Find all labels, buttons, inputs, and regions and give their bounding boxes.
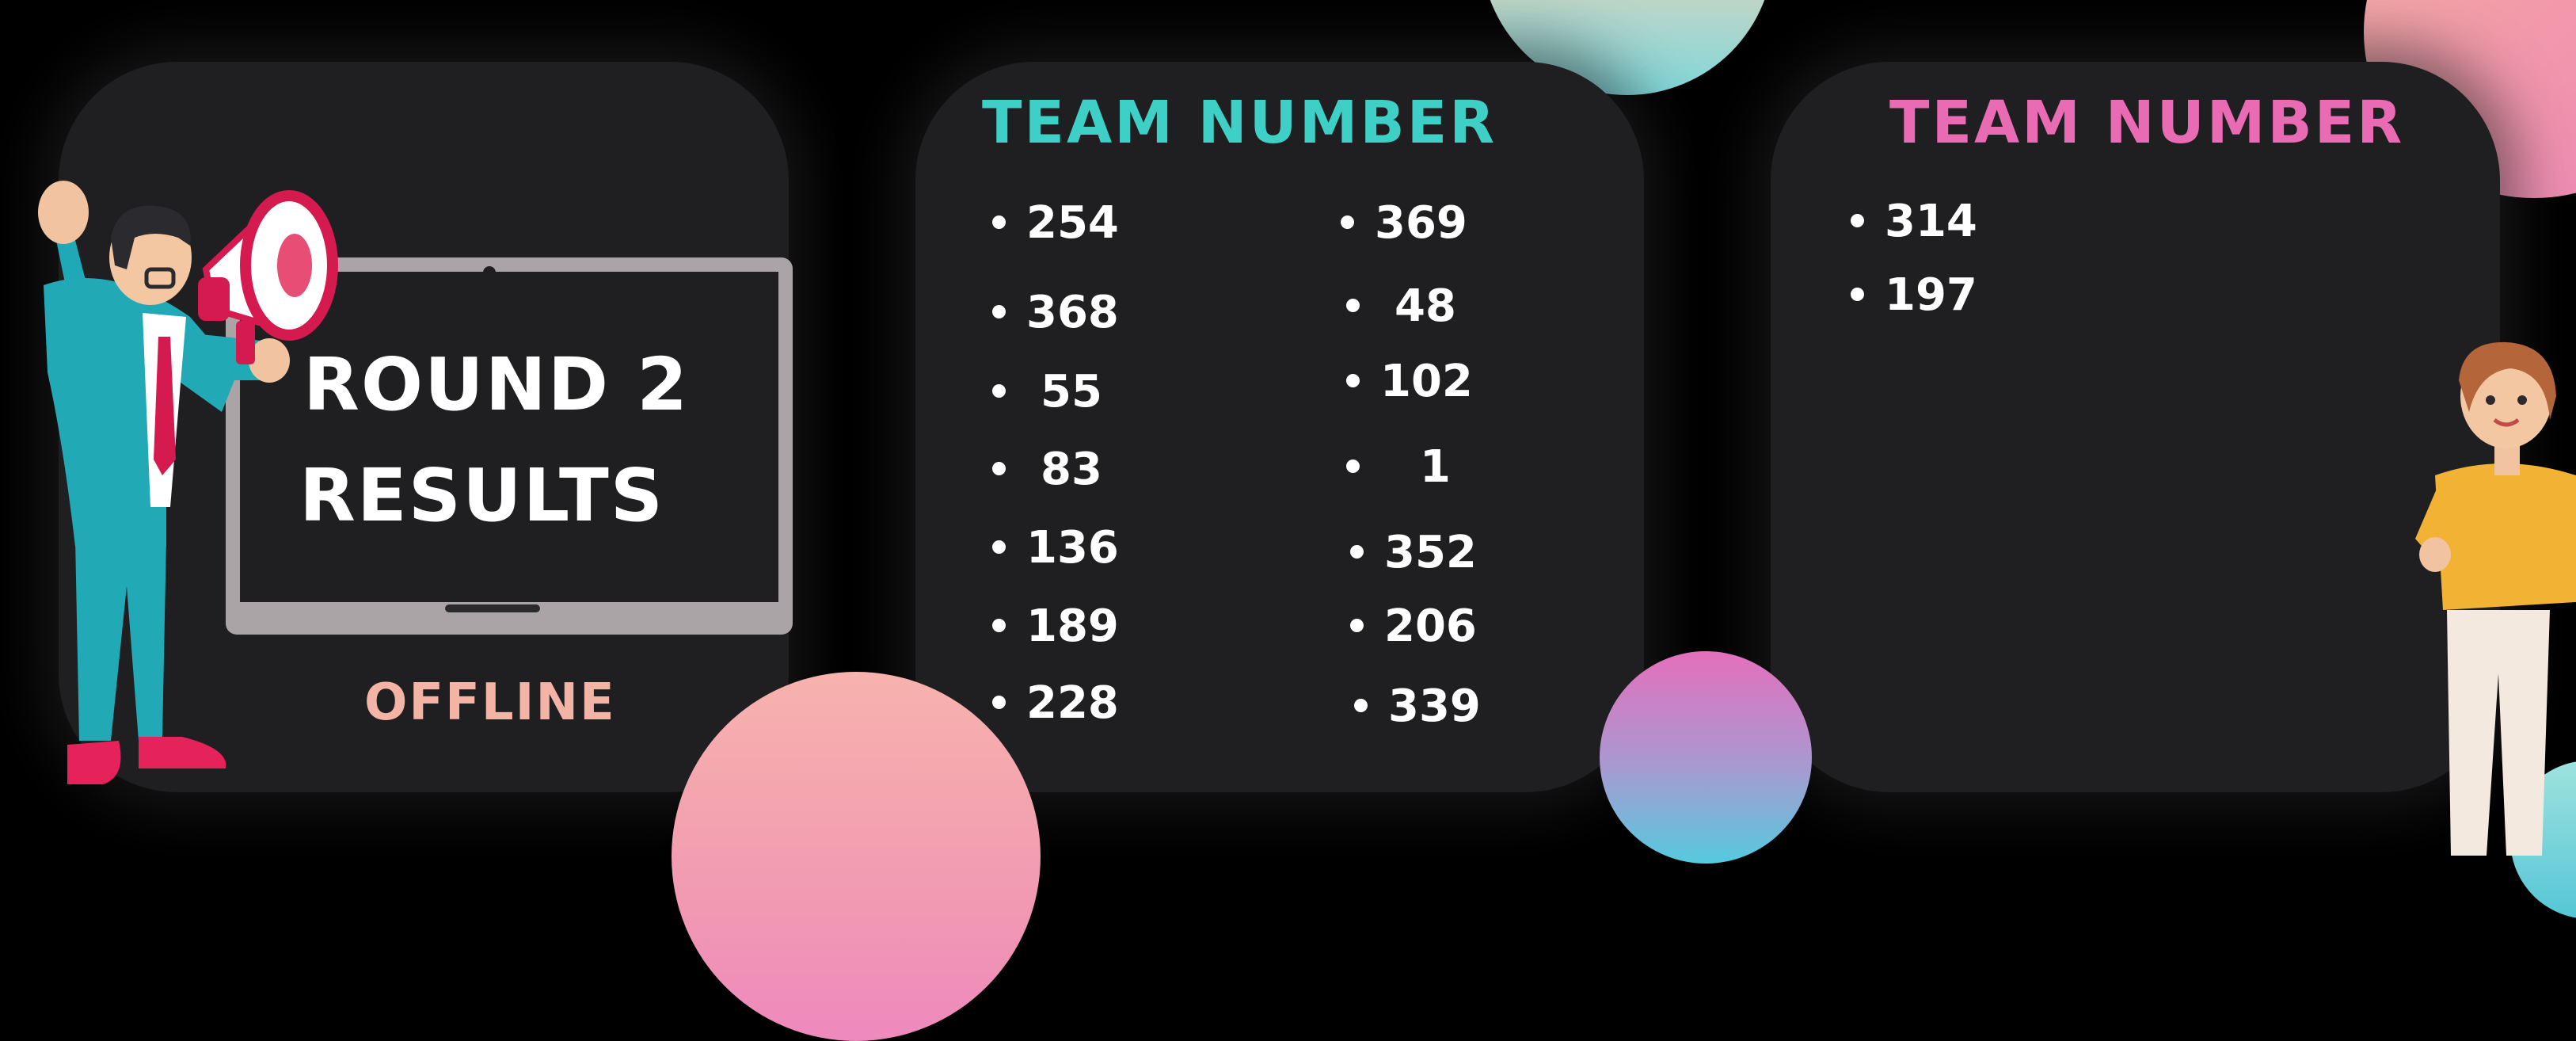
bullet-icon: [992, 462, 1006, 476]
team-number-item: 228: [992, 676, 1119, 731]
page-title-line-1: ROUND 2: [303, 342, 690, 427]
team-number-item: 206: [1350, 599, 1477, 654]
team-number-item: 136: [992, 520, 1119, 576]
mode-label: OFFLINE: [364, 673, 616, 732]
column-heading-2: TEAM NUMBER: [1889, 89, 2405, 157]
team-number-item: 102: [1346, 354, 1473, 410]
bullet-icon: [1346, 299, 1360, 313]
team-list-panel-1: [915, 62, 1644, 792]
bullet-icon: [992, 619, 1006, 633]
column-heading-1: TEAM NUMBER: [982, 89, 1497, 157]
bullet-icon: [1346, 459, 1360, 474]
bullet-icon: [992, 540, 1006, 555]
megaphone-icon: [198, 190, 338, 364]
team-number-item: 369: [1341, 196, 1467, 251]
team-number-item: 352: [1350, 525, 1477, 581]
bullet-icon: [1851, 288, 1864, 302]
team-number-item: 83: [992, 442, 1102, 498]
bullet-icon: [1350, 545, 1364, 559]
team-number-item: 1: [1346, 440, 1451, 495]
woman-illustration: [2415, 341, 2576, 856]
decorative-circle-bottom-mid: [1600, 651, 1812, 864]
team-number-item: 197: [1851, 268, 1977, 323]
bullet-icon: [1346, 374, 1360, 388]
team-number-item: 189: [992, 599, 1119, 654]
bullet-icon: [992, 384, 1006, 398]
page-title-line-2: RESULTS: [299, 453, 665, 538]
team-number-item: 368: [992, 285, 1119, 341]
bullet-icon: [992, 215, 1006, 230]
bullet-icon: [992, 696, 1006, 710]
team-list-panel-2: [1771, 62, 2500, 792]
team-number-item: 254: [992, 196, 1119, 251]
bullet-icon: [1851, 214, 1864, 228]
monitor-icon: [226, 257, 793, 635]
team-number-item: 314: [1851, 194, 1977, 250]
bullet-icon: [1341, 215, 1354, 230]
bullet-icon: [992, 305, 1006, 319]
team-number-item: 55: [992, 364, 1102, 420]
team-number-item: 48: [1346, 279, 1456, 334]
monitor-camera: [483, 266, 496, 279]
bullet-icon: [1350, 619, 1364, 633]
bullet-icon: [1354, 699, 1368, 713]
monitor-slot: [445, 604, 540, 612]
man-with-megaphone-illustration: [38, 181, 338, 784]
team-number-item: 339: [1354, 679, 1481, 734]
